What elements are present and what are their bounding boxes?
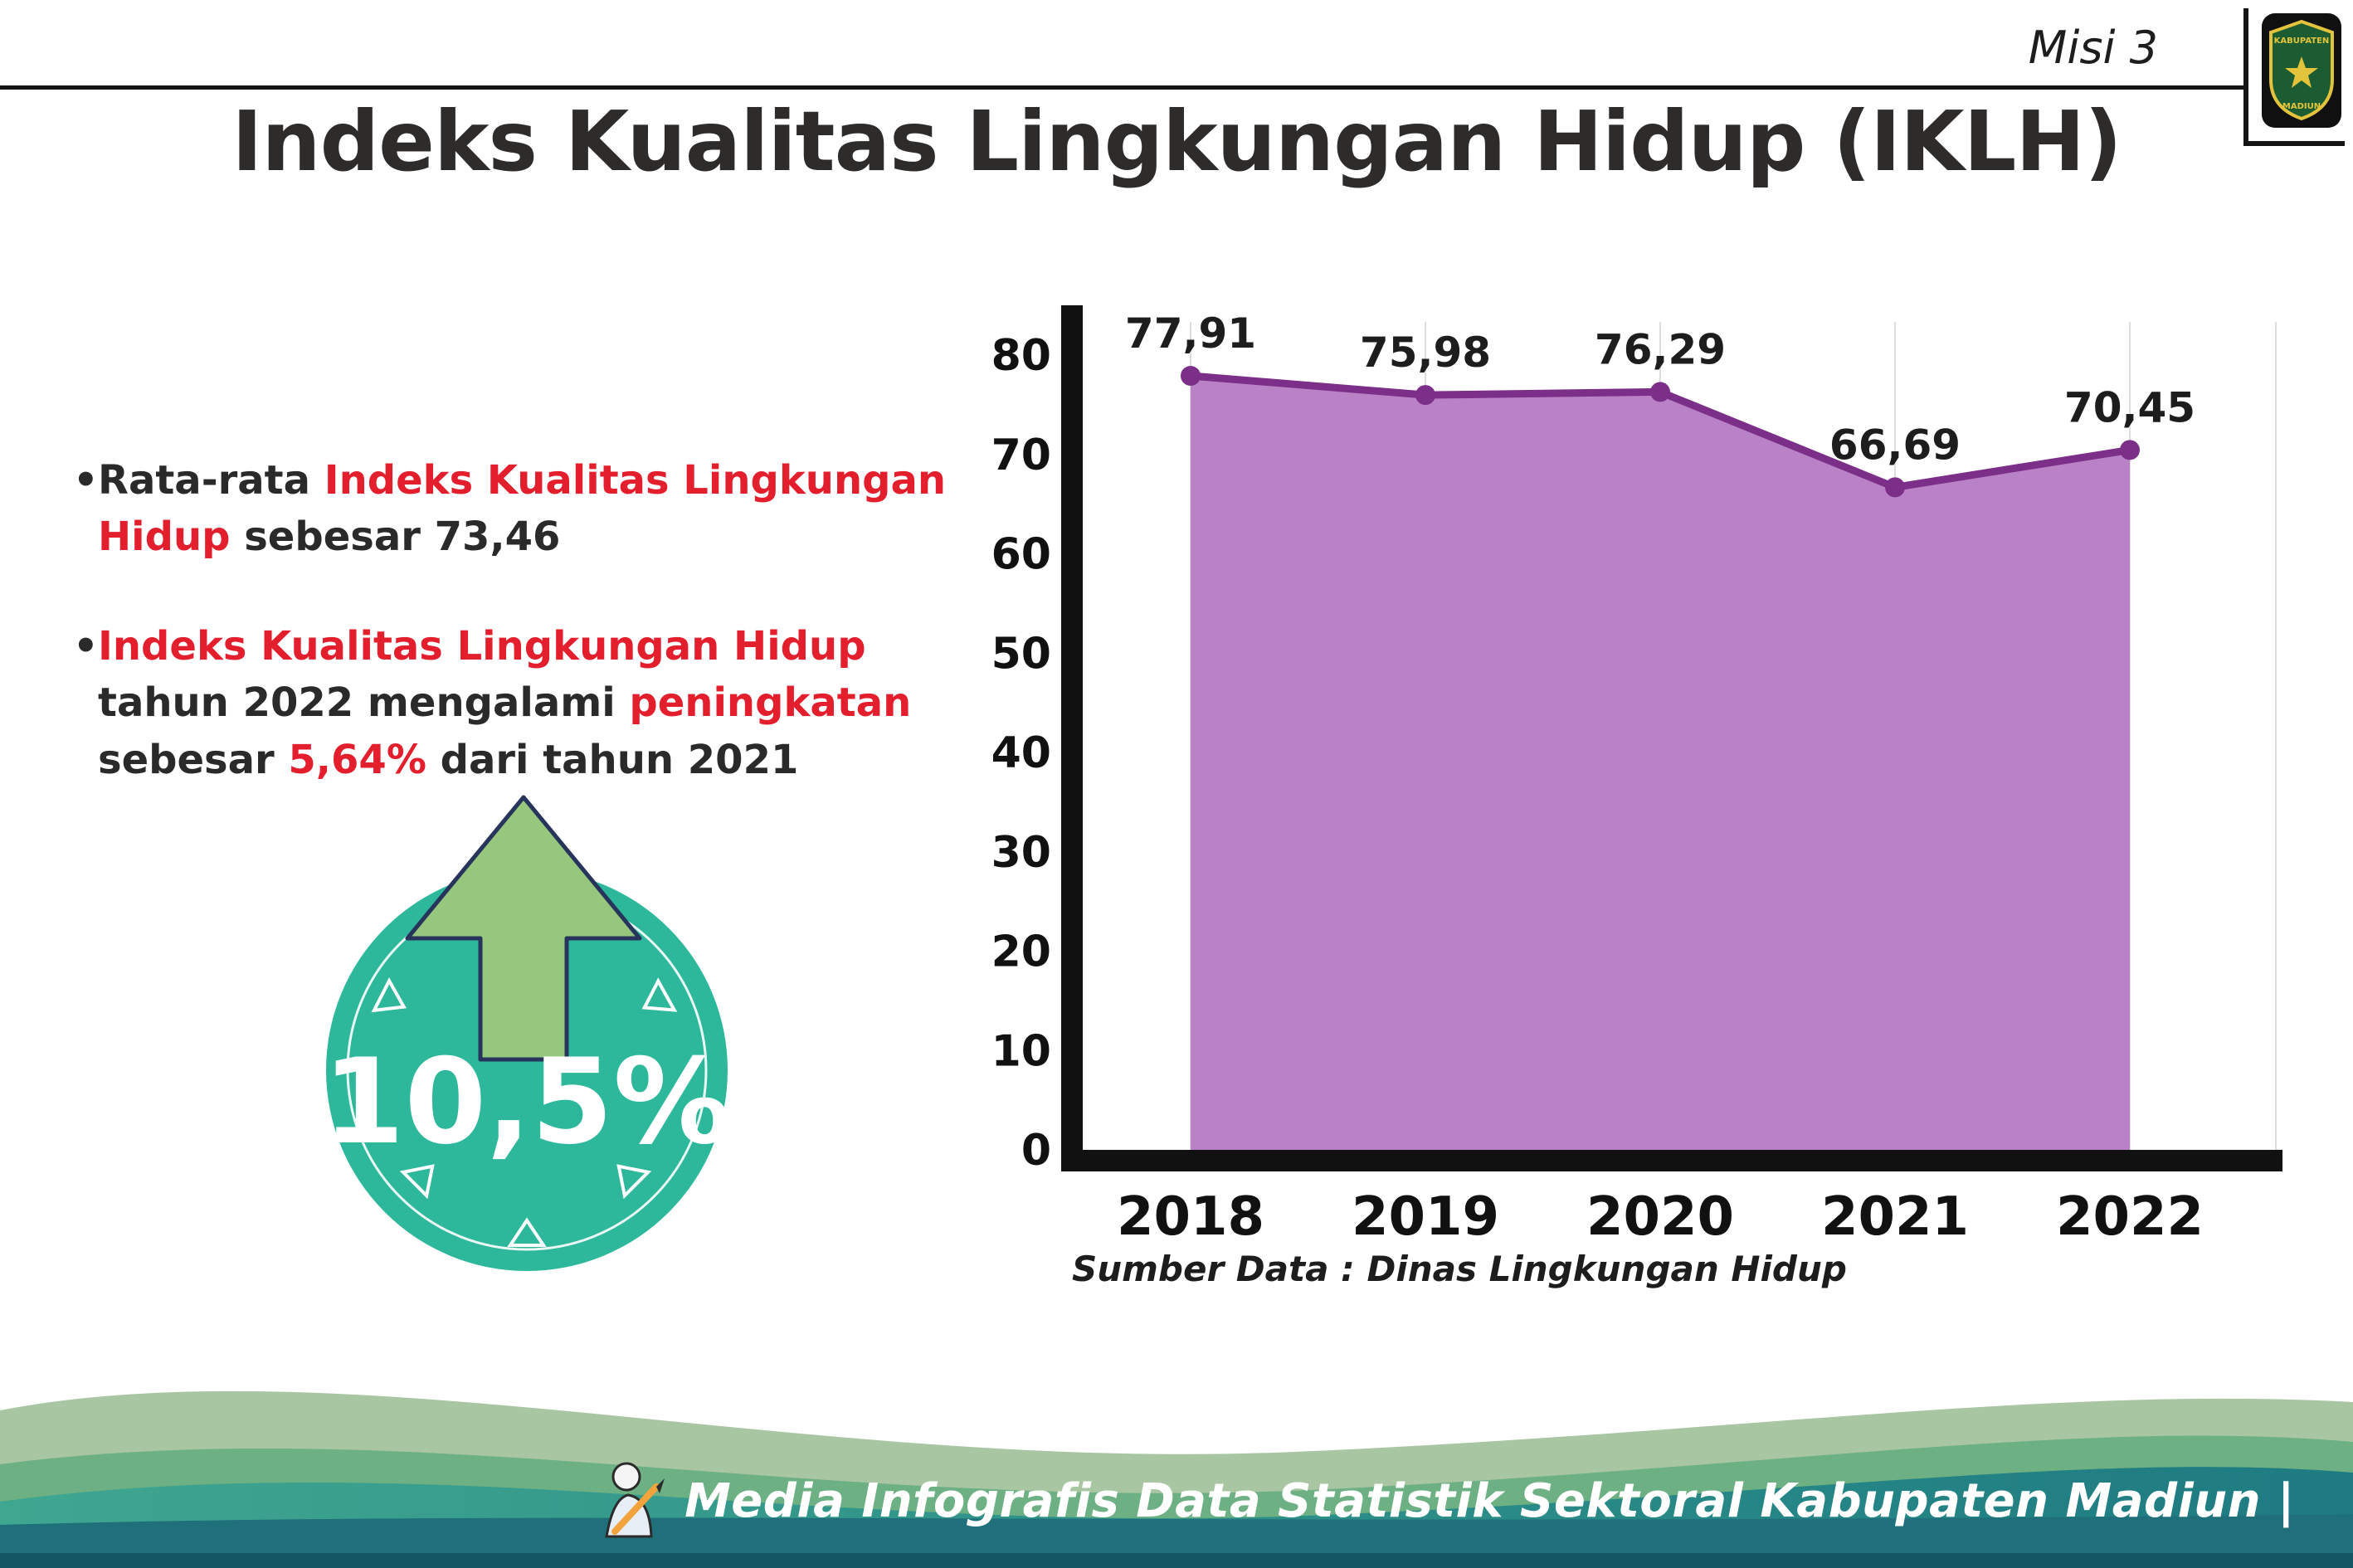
data-point <box>1415 385 1435 406</box>
bullet-text-segment: Indeks Kualitas Lingkungan Hidup <box>98 457 947 561</box>
bullet-list: Rata-rata Indeks Kualitas Lingkungan Hid… <box>73 452 961 841</box>
increase-badge: 10,5% <box>323 795 732 1271</box>
data-point <box>1885 477 1905 498</box>
data-value-label: 75,98 <box>1360 329 1491 377</box>
y-tick-label: 70 <box>991 431 1051 480</box>
tick-triangle-icon <box>371 976 407 1013</box>
chart-source: Sumber Data : Dinas Lingkungan Hidup <box>1072 1249 1847 1289</box>
footer-bottom-strip <box>0 1553 2353 1568</box>
logo-star-icon <box>2285 56 2318 88</box>
x-tick-label: 2020 <box>1586 1186 1734 1248</box>
bullet-item: Indeks Kualitas Lingkungan Hidup tahun 2… <box>73 618 961 787</box>
tick-triangle-icon <box>616 1164 652 1200</box>
tick-triangle-icon <box>641 977 678 1012</box>
y-tick-label: 40 <box>991 728 1051 778</box>
misi-label: Misi 3 <box>2028 22 2158 74</box>
up-arrow-icon <box>405 795 642 1062</box>
y-tick-label: 30 <box>991 828 1051 878</box>
iklh-area-chart: 77,91 75,98 76,29 66,69 70,45 0 10 20 30 40 50 60 70… <box>991 305 2282 1248</box>
logo-text-bottom: MADIUN <box>2282 102 2321 111</box>
footer-caption: Media Infografis Data Statistik Sektoral… <box>684 1473 2295 1528</box>
x-axis <box>1061 1150 2282 1171</box>
y-tick-label: 0 <box>1021 1126 1051 1176</box>
x-tick-label: 2019 <box>1352 1186 1499 1248</box>
bullet-text-segment: tahun 2022 mengalami <box>98 679 630 727</box>
mascot-icon <box>605 1462 665 1538</box>
data-point <box>1650 382 1670 402</box>
badge-value: 10,5% <box>323 1034 732 1171</box>
y-tick-label: 50 <box>991 629 1051 679</box>
badge-tick-triangles <box>371 976 678 1247</box>
logo-text-top: KABUPATEN <box>2274 37 2330 46</box>
bullet-text-segment: sebesar <box>98 736 289 783</box>
footer-waves <box>0 1390 2353 1568</box>
bullet-text-segment: sebesar 73,46 <box>230 514 561 561</box>
footer: Media Infografis Data Statistik Sektoral… <box>0 1319 2353 1568</box>
top-divider <box>0 85 2244 90</box>
y-tick-label: 80 <box>991 331 1051 381</box>
y-axis <box>1061 305 1083 1171</box>
x-tick-label: 2021 <box>1821 1186 1969 1248</box>
y-tick-label: 60 <box>991 530 1051 580</box>
bullet-text-segment: Indeks Kualitas Lingkungan Hidup <box>98 623 866 670</box>
area-fill <box>1191 376 2130 1151</box>
kabupaten-madiun-logo: KABUPATEN MADIUN <box>2262 13 2341 128</box>
tick-triangle-icon <box>399 1164 435 1200</box>
y-tick-label: 10 <box>991 1026 1051 1076</box>
y-tick-label: 20 <box>991 928 1051 977</box>
data-value-label: 76,29 <box>1595 325 1726 373</box>
data-point <box>2120 440 2140 460</box>
data-value-label: 66,69 <box>1829 421 1961 469</box>
bullet-text-segment: 5,64% <box>288 736 426 783</box>
page-title: Indeks Kualitas Lingkungan Hidup (IKLH) <box>231 93 2122 190</box>
tick-triangle-icon <box>507 1217 547 1247</box>
data-value-label: 77,91 <box>1125 309 1256 358</box>
bullet-item: Rata-rata Indeks Kualitas Lingkungan Hid… <box>73 452 961 565</box>
data-point <box>1181 366 1201 387</box>
badge-circle <box>326 869 728 1271</box>
data-value-label: 70,45 <box>2064 383 2195 431</box>
bullet-text-segment: dari tahun 2021 <box>426 736 799 783</box>
x-tick-label: 2022 <box>2056 1186 2204 1248</box>
logo-frame: KABUPATEN MADIUN <box>2243 8 2345 146</box>
footer-content: Media Infografis Data Statistik Sektoral… <box>592 1455 2295 1546</box>
bullet-text-segment: peningkatan <box>629 679 912 727</box>
x-tick-label: 2018 <box>1117 1186 1264 1248</box>
bullet-text-segment: Rata-rata <box>98 457 324 504</box>
